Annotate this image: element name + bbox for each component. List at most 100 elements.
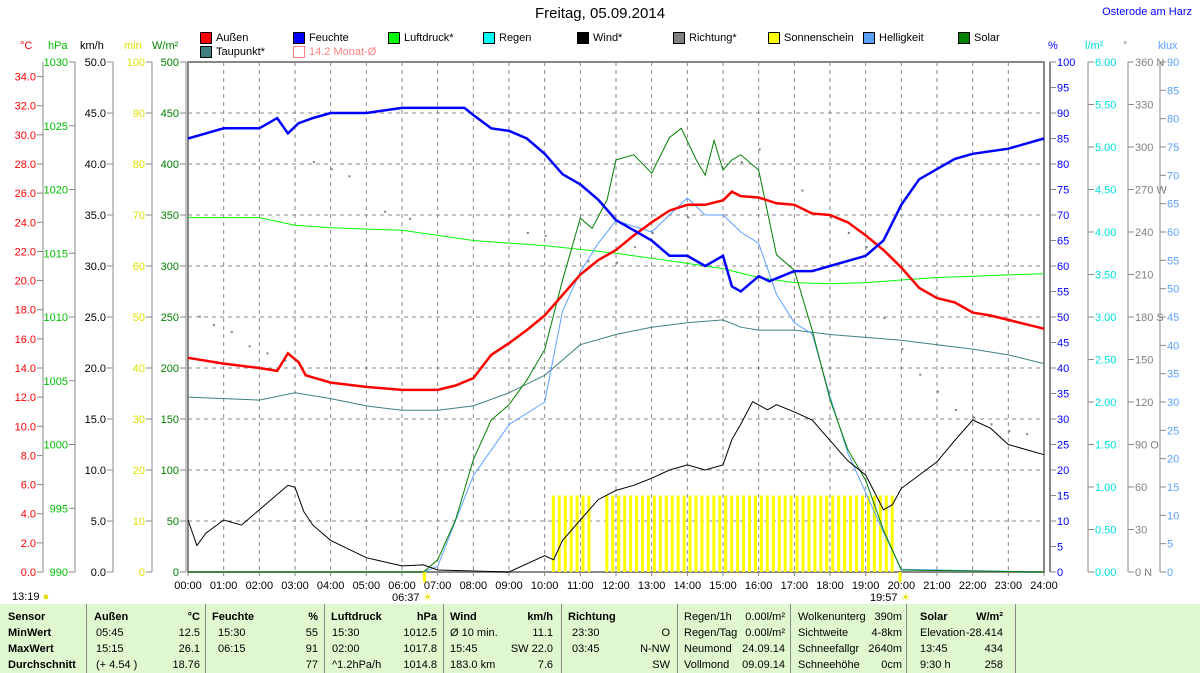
axis-unit-pct: % — [1048, 40, 1058, 52]
axis-label-deg: 210 — [1135, 270, 1153, 282]
axis-label-rain: 5.00 — [1095, 142, 1116, 154]
sunset-time: 19:57 — [870, 592, 898, 604]
legend-label: Taupunkt* — [216, 46, 265, 58]
axis-label-hpa: 1010 — [44, 312, 68, 324]
table-cell: Schneehöhe — [798, 659, 860, 671]
table-cell: Vollmond — [684, 659, 730, 671]
table-cell: Sichtweite — [798, 627, 849, 639]
axis-label-rain: 2.00 — [1095, 397, 1116, 409]
series-feuchte — [187, 106, 1045, 294]
legend-label: Luftdruck* — [404, 32, 454, 44]
sunshine-bar — [855, 495, 859, 572]
x-tick-label: 23:00 — [995, 580, 1023, 592]
axis-label-deg: 150 — [1135, 355, 1153, 367]
sunshine-bar — [765, 495, 769, 572]
axis-label-temp: 6.0 — [21, 480, 36, 492]
legend-item: 14.2 Monat-Ø — [293, 46, 376, 58]
sunshine-bar — [629, 495, 633, 572]
sunshine-bar — [783, 495, 787, 572]
stats-table: Sensor Außen °C Feuchte% Luftdruck hPa Wind km/… — [0, 604, 1200, 673]
table-cell: 15:30 — [218, 627, 246, 639]
table-cell: ^1.2hPa/h — [332, 659, 382, 671]
axis-label-rain: 4.00 — [1095, 227, 1116, 239]
column-divider — [86, 604, 87, 673]
sunshine-bar — [706, 495, 710, 572]
table-cell: O — [661, 627, 670, 639]
axis-label-klux: 85 — [1167, 85, 1179, 97]
table-cell: Ø 10 min. — [450, 627, 498, 639]
x-tick-label: 18:00 — [816, 580, 844, 592]
x-tick-label: 12:00 — [602, 580, 630, 592]
x-tick-label: 17:00 — [781, 580, 809, 592]
axis-label-hpa: 995 — [50, 503, 68, 515]
axis-label-temp: 18.0 — [15, 305, 36, 317]
sun-marker — [898, 572, 902, 582]
axis-label-klux: 75 — [1167, 142, 1179, 154]
table-cell: Solar — [920, 611, 948, 623]
table-cell: hPa — [416, 611, 437, 623]
axis-label-min: 20 — [133, 465, 145, 477]
table-cell: 91 — [305, 643, 318, 655]
axis-label-temp: 16.0 — [15, 334, 36, 346]
legend-item: Sonnenschein — [768, 32, 854, 44]
sunshine-bar — [837, 495, 841, 572]
axis-label-klux: 50 — [1167, 284, 1179, 296]
sunshine-bar — [575, 495, 579, 572]
direction-dot — [990, 423, 993, 426]
axis-label-rain: 1.50 — [1095, 440, 1116, 452]
axis-label-pct: 15 — [1057, 491, 1069, 503]
direction-dot — [954, 409, 957, 412]
column-divider — [205, 604, 206, 673]
x-tick-label: 24:00 — [1030, 580, 1058, 592]
legend-label: Sonnenschein — [784, 32, 854, 44]
table-cell: 1017.8 — [403, 643, 437, 655]
x-tick-label: 13:00 — [638, 580, 666, 592]
sunshine-bar — [866, 495, 870, 572]
axis-label-rain: 4.50 — [1095, 185, 1116, 197]
table-cell: 434 — [984, 643, 1003, 655]
axis-label-pct: 45 — [1057, 338, 1069, 350]
axis-label-klux: 10 — [1167, 510, 1179, 522]
direction-dot — [830, 216, 832, 219]
sunshine-bar — [819, 495, 823, 572]
day-length: 13:19 ● — [12, 591, 49, 603]
legend-item: Luftdruck* — [388, 32, 454, 44]
axis-label-rain: 0.00 — [1095, 567, 1116, 579]
table-cell: 15:30 — [332, 627, 360, 639]
table-cell: Richtung — [568, 611, 616, 623]
direction-dot — [587, 260, 590, 263]
column-divider — [790, 604, 791, 673]
axis-label-kmh: 35.0 — [85, 210, 106, 222]
x-tick-label: 19:00 — [852, 580, 880, 592]
x-tick-label: 09:00 — [495, 580, 523, 592]
table-cell: 24.09.14 — [742, 643, 785, 655]
axis-label-pct: 25 — [1057, 440, 1069, 452]
axis-label-min: 60 — [133, 261, 145, 273]
sunshine-bar — [813, 495, 817, 572]
table-cell: Regen/1h — [684, 611, 732, 623]
sunshine-bar — [890, 495, 894, 572]
axis-label-temp: 14.0 — [15, 363, 36, 375]
sunshine-bar — [682, 495, 686, 572]
x-tick-label: 10:00 — [531, 580, 559, 592]
sunshine-bar — [646, 495, 650, 572]
axis-label-pct: 0 — [1057, 567, 1063, 579]
legend-label: 14.2 Monat-Ø — [309, 46, 377, 58]
axis-label-temp: 8.0 — [21, 450, 36, 462]
sunset: 19:57 ☀ — [870, 591, 910, 604]
axis-unit-wm2: W/m² — [152, 40, 179, 52]
axis-unit-klux: klux — [1158, 40, 1178, 52]
direction-dot — [266, 352, 269, 355]
table-cell: 09.09.14 — [742, 659, 785, 671]
axis-label-klux: 40 — [1167, 340, 1179, 352]
table-cell: N-NW — [640, 643, 670, 655]
axis-label-deg: 0 N — [1135, 567, 1152, 579]
sunshine-bar — [694, 495, 698, 572]
axis-unit-min: min — [124, 40, 142, 52]
sunshine-bar — [670, 495, 674, 572]
direction-dot — [1008, 430, 1011, 433]
legend-swatch — [293, 32, 305, 44]
axis-label-temp: 2.0 — [21, 538, 36, 550]
legend-item: Wind* — [577, 32, 622, 44]
direction-dot — [198, 315, 201, 318]
